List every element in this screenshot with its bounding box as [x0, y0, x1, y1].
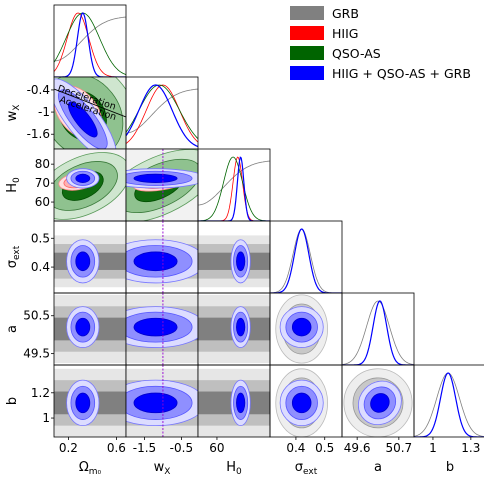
marginal-H0-hiig-qso-as-grb	[198, 156, 270, 221]
marginal-H0-hiig	[198, 156, 270, 221]
panel-wx-a	[126, 293, 198, 365]
marginal-b-hiig-qso-as-grb	[414, 372, 484, 437]
panel-wx-b	[126, 365, 198, 437]
panel-sig-a	[275, 294, 328, 364]
panel-Om-sig	[54, 235, 126, 288]
panel-wx-H0	[126, 149, 198, 221]
legend: GRB HIIG QSO-AS HIIG + QSO-AS + GRB	[290, 6, 471, 81]
joint-contour-3	[75, 392, 91, 414]
ylabel-wx: wX	[5, 105, 22, 122]
panel-b-b	[414, 372, 484, 437]
joint-contour-3	[133, 173, 178, 183]
joint-contour-3	[370, 393, 390, 413]
panel-sig-b	[275, 368, 328, 437]
legend-swatch-3	[290, 66, 324, 80]
deceleration-boundary	[54, 88, 126, 118]
legend-label-1: HIIG	[332, 26, 358, 41]
panel-a-a	[342, 300, 414, 365]
panel-Om-a	[54, 294, 126, 364]
ylabel-H0: H0	[5, 177, 22, 193]
xtick-label-H0: 60	[209, 441, 224, 455]
marginal-wx-hiig-qso-as-grb	[126, 84, 198, 148]
marginal-Om-grb	[54, 16, 126, 62]
xtick-label-sig: 0.5	[315, 441, 334, 455]
ytick-label-a: 50.5	[23, 309, 50, 323]
xtick-label-Om: 0.2	[59, 441, 78, 455]
joint-contour-3	[67, 101, 98, 138]
marginal-b-grb	[414, 372, 484, 437]
ytick-label-b: 1.2	[31, 386, 50, 400]
ytick-label-wx: -1	[38, 105, 50, 119]
ytick-label-wx: -1.6	[27, 127, 50, 141]
joint-contour-3	[75, 173, 91, 183]
panel-H0-a	[198, 294, 270, 364]
panel-wx-wx	[126, 84, 198, 148]
panel-Om-Om	[54, 12, 126, 77]
marginal-Om-hiig-qso-as-grb	[54, 12, 126, 77]
xtick-label-b: 1	[429, 441, 437, 455]
marginal-wx-hiig	[126, 84, 198, 144]
joint-contour-3	[133, 317, 178, 337]
xlabel-b: b	[446, 460, 454, 475]
ytick-label-sig: 0.5	[31, 231, 50, 245]
legend-label-0: GRB	[332, 6, 359, 21]
legend-label-3: HIIG + QSO-AS + GRB	[332, 66, 471, 81]
xlabel-H0: H0	[226, 460, 242, 477]
joint-contour-3	[236, 317, 246, 337]
panel-H0-sig	[198, 235, 270, 288]
xlabel-sig: σext	[295, 460, 318, 477]
ytick-label-sig: 0.4	[31, 260, 50, 274]
frame-sig-sig	[269, 220, 343, 294]
ytick-label-H0: 60	[35, 195, 50, 209]
ylabel-b: b	[5, 397, 20, 405]
xlabel-a: a	[374, 460, 382, 475]
marginal-H0-grb	[198, 160, 270, 206]
marginal-a-grb	[342, 300, 414, 365]
xtick-label-a: 49.6	[344, 441, 371, 455]
panel-wx-sig	[126, 221, 198, 293]
ytick-label-H0: 80	[35, 157, 50, 171]
joint-contour-3	[236, 251, 246, 272]
marginal-sig-hiig-qso-as-grb	[270, 228, 342, 293]
ytick-label-a: 49.5	[23, 347, 50, 361]
joint-contour-3	[133, 392, 178, 414]
xtick-label-wx: -0.5	[170, 441, 193, 455]
panel-Om-b	[54, 368, 126, 437]
xlabel-Om: Ωm₀	[79, 460, 102, 477]
joint-contour-3	[133, 251, 178, 272]
legend-swatch-1	[290, 26, 324, 40]
ylabel-sig: σext	[5, 245, 22, 268]
panel-sig-sig	[270, 228, 342, 293]
xlabel-wx: wX	[154, 460, 171, 477]
ytick-label-b: 1	[42, 411, 50, 425]
joint-contour-3	[75, 251, 91, 272]
marginal-H0-qso-as	[198, 156, 270, 221]
panel-H0-H0	[198, 156, 270, 221]
xtick-label-b: 1.3	[461, 441, 480, 455]
legend-swatch-0	[290, 6, 324, 20]
ytick-label-wx: -0.4	[27, 83, 50, 97]
xtick-label-Om: 0.6	[107, 441, 126, 455]
xtick-label-sig: 0.4	[286, 441, 305, 455]
joint-contour-3	[236, 392, 246, 414]
panel-a-b	[343, 368, 413, 437]
ylabel-a: a	[5, 325, 20, 333]
xtick-label-a: 50.7	[385, 441, 412, 455]
marginal-a-hiig-qso-as-grb	[342, 300, 414, 365]
joint-contour-3	[291, 317, 312, 337]
frame-b-b	[413, 364, 484, 438]
panel-H0-b	[198, 368, 270, 437]
marginal-Om-qso-as	[54, 12, 126, 76]
joint-contour-3	[75, 317, 91, 337]
legend-label-2: QSO-AS	[332, 46, 381, 61]
panel-Om-H0	[54, 149, 126, 221]
joint-contour-3	[291, 392, 312, 414]
xtick-label-wx: -1.5	[133, 441, 156, 455]
ytick-label-H0: 70	[35, 176, 50, 190]
legend-swatch-2	[290, 46, 324, 60]
